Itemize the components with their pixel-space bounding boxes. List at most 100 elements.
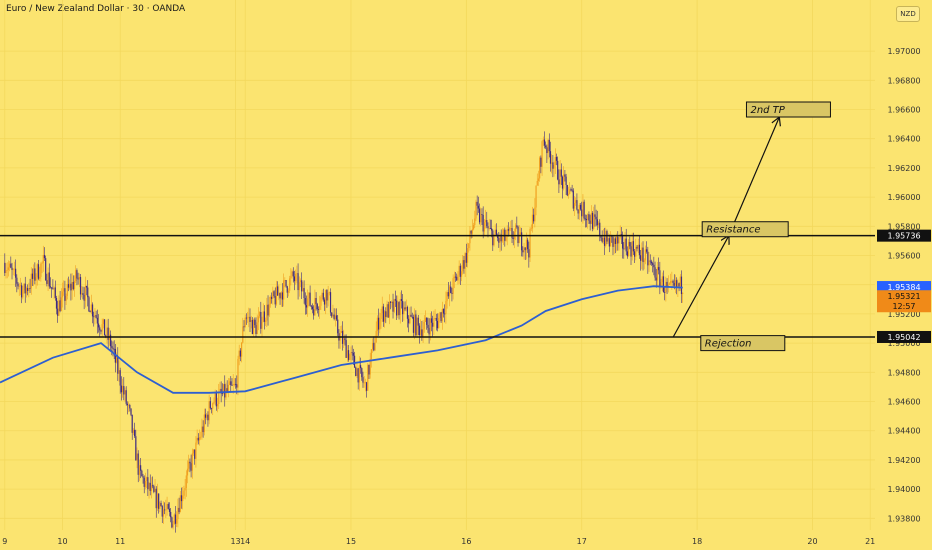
candle-body [166,504,168,510]
candle-body [234,383,237,385]
candle-body [643,260,645,263]
candle-body [174,514,177,524]
candle-body [43,254,46,259]
candle-body [171,517,173,528]
candle-body [629,241,631,247]
candle-body [334,315,336,320]
candle-body [446,292,448,302]
candle-body [273,291,275,297]
candle-body [21,285,23,298]
annotation-box [745,101,831,118]
candle-body [232,384,234,386]
candle-body [35,277,37,281]
candle-body [284,280,286,281]
candle-body [385,311,387,317]
candle-body [136,453,138,461]
candle-body [656,267,659,281]
candle-body [103,319,106,336]
y-tick-label: 1.96800 [887,76,920,85]
candle-body [5,270,7,274]
candle-body [25,288,28,294]
candle-body [256,322,258,335]
y-tick-label: 1.94800 [887,368,920,377]
candle-body [131,414,133,433]
candle-body [507,229,510,231]
candle-body [143,477,145,487]
candle-body [105,335,107,337]
candle-body [253,319,255,335]
candle-body [587,214,589,221]
candle-body [678,283,680,287]
candle-body [52,288,54,290]
candle-body [347,350,350,360]
candle-body [554,156,556,165]
candle-body [442,308,445,314]
candle-body [117,356,119,374]
candle-body [661,276,663,283]
countdown-tag: 12:57 [892,302,915,311]
candle-body [654,267,656,278]
candle-body [107,327,109,340]
candle-body [79,277,82,295]
candle-body [501,236,504,242]
candle-body [63,288,65,292]
candle-body [614,238,616,244]
candle-body [135,436,137,461]
candle-body [76,270,78,279]
candle-body [642,247,644,263]
candle-body [349,354,351,360]
candle-body [49,286,52,288]
y-tick-label: 1.94200 [887,456,920,465]
currency-badge[interactable]: NZD [896,6,920,22]
candle-body [546,147,548,154]
candle-body [72,282,74,290]
candle-body [219,388,221,392]
candle-body [579,204,582,210]
candle-body [245,317,247,319]
moving-average-price-tag-bg [877,281,931,294]
candle-body [328,292,330,293]
candle-body [426,317,428,325]
candle-body [454,276,457,278]
candle-body [672,280,674,284]
candle-body [352,352,354,356]
candle-body [190,463,192,471]
candle-body [24,283,26,294]
current-price-tag-bg [877,290,931,313]
candle-body [522,250,524,253]
candle-body [259,311,261,317]
candle-body [77,278,79,280]
candle-body [472,225,475,230]
x-tick-label: 11 [115,537,125,546]
candle-body [102,319,104,325]
candle-body [484,220,487,223]
candle-body [183,490,185,496]
candle-body [653,264,655,268]
candle-body [593,214,595,229]
candle-body [626,251,629,257]
candle-body [456,276,458,281]
candle-body [428,327,430,335]
candle-body [505,237,507,241]
candle-body [618,237,620,244]
candle-body [278,292,280,296]
candle-body [85,285,88,288]
candle-body [289,278,291,291]
candle-body [438,317,440,329]
candle-body [393,299,395,312]
candle-body [539,157,541,179]
candle-body [160,502,162,507]
candle-body [358,365,360,383]
candle-body [436,320,439,329]
candle-body [470,230,472,234]
candle-body [130,408,132,415]
candle-body [335,315,338,320]
candle-body [125,390,127,404]
candle-body [260,311,262,329]
candle-body [154,488,156,492]
candle-body [630,246,632,257]
candle-body [34,268,36,281]
candle-body [124,390,126,395]
projection-arrow [672,237,728,338]
